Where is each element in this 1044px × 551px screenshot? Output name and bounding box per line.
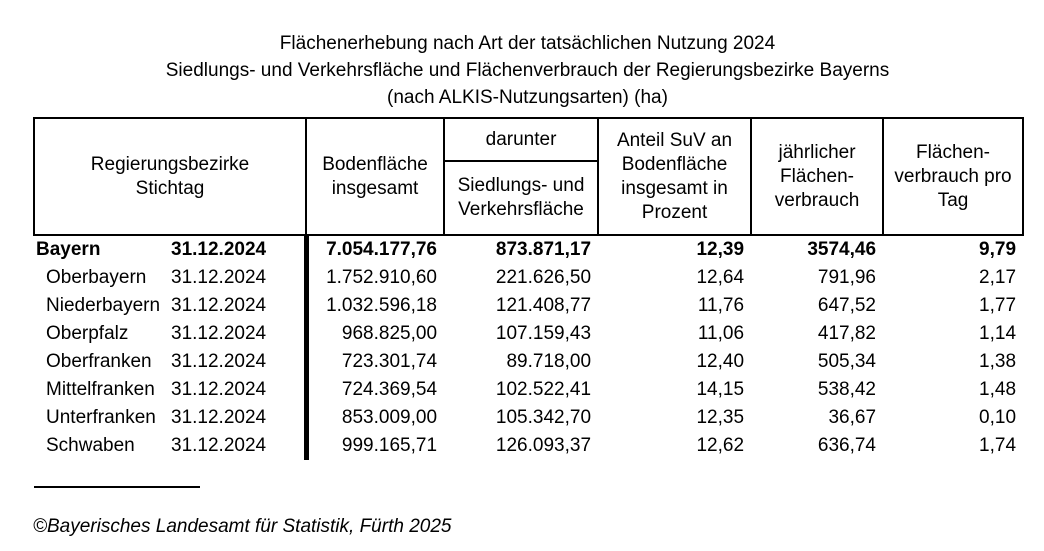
cell-suv: 102.522,41	[495, 379, 592, 400]
table-body: Bayern 31.12.2024 7.054.177,76 873.871,17 12…	[34, 235, 1023, 460]
cell-jaehrlich: 3574,46	[807, 239, 877, 260]
table-row: Oberfranken 31.12.2024 723.301,74 89.718,00…	[34, 348, 1023, 376]
title-line-2: Siedlungs- und Verkehrsfläche und Fläche…	[165, 60, 890, 81]
cell-stichtag: 31.12.2024	[171, 264, 309, 292]
header-siedlungs-verkehrsflaeche: Siedlungs- und Verkehrsfläche	[443, 160, 600, 236]
cell-anteil: 12,35	[696, 407, 745, 428]
cell-stichtag: 31.12.2024	[171, 432, 309, 460]
header-bodenflaeche-insgesamt: Bodenfläche insgesamt	[305, 117, 446, 236]
cell-pro_tag: 0,10	[979, 407, 1017, 428]
cell-jaehrlich: 791,96	[817, 267, 877, 288]
cell-suv: 105.342,70	[495, 407, 592, 428]
cell-region: Oberbayern	[46, 267, 147, 288]
header-flaechenverbrauch-pro-tag: Flächen-verbrauch pro Tag	[882, 117, 1025, 236]
cell-anteil: 12,62	[696, 435, 745, 456]
table-row: Niederbayern 31.12.2024 1.032.596,18 121.40…	[34, 292, 1023, 320]
table-row: Oberpfalz 31.12.2024 968.825,00 107.159,43 1…	[34, 320, 1023, 348]
header-darunter: darunter	[443, 117, 600, 162]
cell-jaehrlich: 505,34	[817, 351, 877, 372]
cell-pro_tag: 1,74	[979, 435, 1017, 456]
cell-bodenflaeche: 1.752.910,60	[326, 267, 438, 288]
cell-region: Niederbayern	[46, 295, 161, 316]
cell-pro_tag: 9,79	[979, 239, 1017, 260]
statistics-table-wrap: Regierungsbezirke Stichtag Bodenfläche i…	[32, 117, 1025, 460]
cell-suv: 873.871,17	[495, 239, 592, 260]
cell-stichtag: 31.12.2024	[171, 404, 309, 432]
cell-stichtag: 31.12.2024	[171, 292, 309, 320]
cell-pro_tag: 1,77	[979, 295, 1017, 316]
table-header: Regierungsbezirke Stichtag Bodenfläche i…	[32, 117, 1025, 236]
table-row: Mittelfranken 31.12.2024 724.369,54 102.522…	[34, 376, 1023, 404]
cell-bodenflaeche: 724.369,54	[341, 379, 438, 400]
cell-anteil: 12,64	[696, 267, 745, 288]
cell-suv: 107.159,43	[495, 323, 592, 344]
cell-pro_tag: 2,17	[979, 267, 1017, 288]
cell-pro_tag: 1,48	[979, 379, 1017, 400]
copyright-line: ©Bayerisches Landesamt für Statistik, Fü…	[33, 516, 452, 537]
cell-anteil: 12,40	[696, 351, 745, 372]
cell-suv: 221.626,50	[495, 267, 592, 288]
cell-region: Oberfranken	[46, 351, 152, 372]
header-anteil-suv: Anteil SuV an Bodenfläche insgesamt in P…	[597, 117, 753, 236]
statistics-table: Regierungsbezirke Stichtag Bodenfläche i…	[32, 117, 1025, 460]
cell-bodenflaeche: 853.009,00	[341, 407, 438, 428]
header-regierungsbezirke-label: Regierungsbezirke	[90, 153, 250, 175]
cell-bodenflaeche: 968.825,00	[341, 323, 438, 344]
table-row: Bayern 31.12.2024 7.054.177,76 873.871,17 12…	[34, 235, 1023, 264]
table-row: Unterfranken 31.12.2024 853.009,00 105.342,…	[34, 404, 1023, 432]
cell-bodenflaeche: 7.054.177,76	[326, 239, 438, 260]
cell-stichtag: 31.12.2024	[171, 235, 309, 264]
cell-jaehrlich: 647,52	[817, 295, 877, 316]
table-row: Schwaben 31.12.2024 999.165,71 126.093,37 12…	[34, 432, 1023, 460]
cell-suv: 121.408,77	[495, 295, 592, 316]
cell-region: Oberpfalz	[46, 323, 129, 344]
report-title-block: Flächenerhebung nach Art der tatsächlich…	[33, 30, 1022, 111]
header-jaehrlicher-flaechenverbrauch: jährlicher Flächen-verbrauch	[750, 117, 885, 236]
cell-suv: 126.093,37	[495, 435, 592, 456]
cell-pro_tag: 1,14	[979, 323, 1017, 344]
cell-jaehrlich: 636,74	[817, 435, 877, 456]
cell-stichtag: 31.12.2024	[171, 376, 309, 404]
header-stichtag-label: Stichtag	[135, 177, 205, 199]
cell-jaehrlich: 538,42	[817, 379, 877, 400]
cell-anteil: 11,76	[697, 295, 745, 316]
cell-bodenflaeche: 999.165,71	[341, 435, 438, 456]
cell-bodenflaeche: 723.301,74	[341, 351, 438, 372]
cell-jaehrlich: 36,67	[828, 407, 877, 428]
cell-anteil: 12,39	[696, 239, 745, 260]
cell-jaehrlich: 417,82	[817, 323, 877, 344]
table-row: Oberbayern 31.12.2024 1.752.910,60 221.626,…	[34, 264, 1023, 292]
cell-region: Bayern	[36, 239, 101, 260]
footnote-rule	[34, 486, 200, 488]
cell-region: Mittelfranken	[46, 379, 155, 400]
cell-bodenflaeche: 1.032.596,18	[326, 295, 438, 316]
cell-stichtag: 31.12.2024	[171, 348, 309, 376]
cell-suv: 89.718,00	[506, 351, 592, 372]
header-regierungsbezirke-stichtag: Regierungsbezirke Stichtag	[32, 117, 308, 236]
cell-anteil: 11,06	[697, 323, 745, 344]
cell-anteil: 14,15	[696, 379, 745, 400]
cell-pro_tag: 1,38	[979, 351, 1017, 372]
title-line-1: Flächenerhebung nach Art der tatsächlich…	[279, 33, 776, 54]
cell-stichtag: 31.12.2024	[171, 320, 309, 348]
cell-region: Schwaben	[46, 435, 135, 456]
cell-region: Unterfranken	[46, 407, 156, 428]
title-line-3: (nach ALKIS-Nutzungsarten) (ha)	[387, 87, 668, 108]
